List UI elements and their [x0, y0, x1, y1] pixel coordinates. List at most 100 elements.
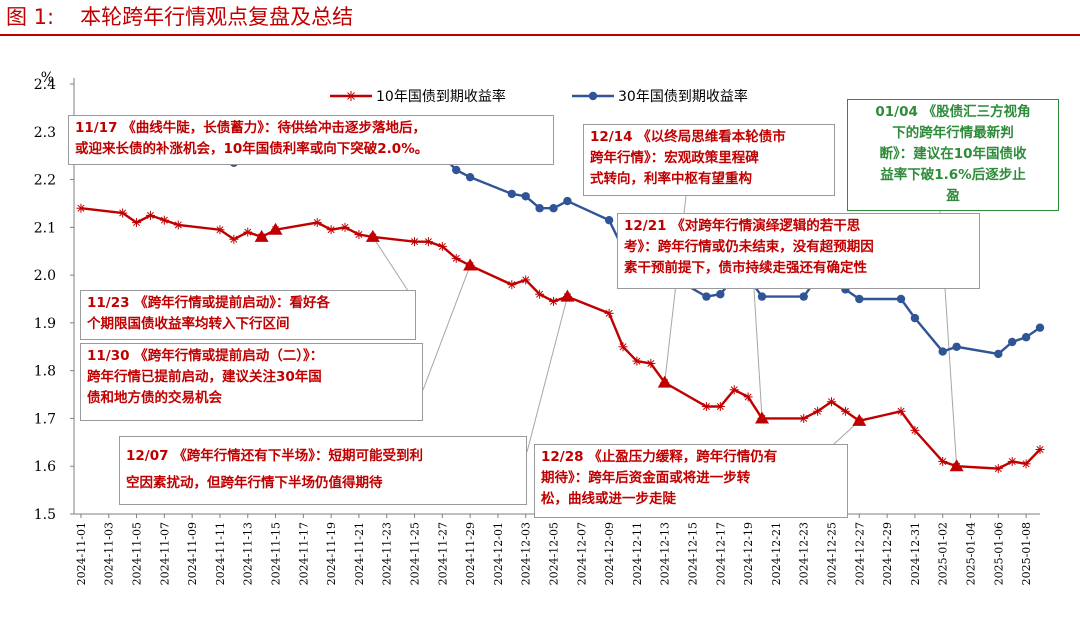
annotation-0104: 01/04 《股债汇三方视角 下的跨年行情最新判 断》：建议在10年国债收 益率… [847, 99, 1059, 211]
series-10y-highlight-marker [657, 375, 672, 388]
x-tick-label: 2024-11-07 [158, 522, 171, 585]
series-10y-point [993, 464, 1003, 474]
series-30y-point [452, 165, 461, 175]
x-tick-label: 2024-11-25 [409, 522, 422, 585]
annotation-1117: 11/17 《曲线牛陡，长债蓄力》：待供给冲击逐步落地后， 或迎来长债的补涨机会… [68, 115, 554, 165]
series-10y-point [340, 222, 350, 232]
series-30y-point [994, 349, 1003, 359]
annotation-connector [753, 288, 763, 419]
series-10y-point [799, 413, 809, 423]
x-tick-label: 2024-12-29 [881, 522, 894, 585]
series-30y-point [1035, 323, 1045, 332]
x-tick-label: 2024-12-23 [798, 522, 811, 585]
x-tick-label: 2024-11-01 [75, 522, 88, 585]
series-10y-point [618, 342, 628, 352]
annotation-1214: 12/14 《以终局思维看本轮债市 跨年行情》：宏观政策里程碑 式转向，利率中枢… [583, 124, 835, 196]
series-10y-point [938, 456, 948, 466]
series-10y-point [715, 402, 725, 411]
annotation-1130: 11/30 《跨年行情或提前启动（二）》： 跨年行情已提前启动，建议关注30年国… [80, 343, 423, 421]
series-10y-point [1021, 459, 1031, 469]
y-axis-unit: % [41, 70, 54, 86]
series-10y-point [646, 359, 656, 368]
series-30y-point [799, 292, 808, 301]
y-tick-label: 1.7 [34, 411, 56, 427]
series-10y-point [1035, 445, 1045, 454]
x-tick-label: 2024-11-03 [103, 522, 116, 585]
annotation-connector [526, 296, 568, 453]
x-tick-label: 2024-11-09 [186, 522, 199, 585]
series-10y-point [535, 289, 545, 299]
y-tick-label: 1.5 [34, 507, 56, 523]
series-30y-point [465, 172, 475, 182]
y-tick-label: 2.2 [34, 173, 56, 189]
x-tick-label: 2025-01-02 [937, 522, 950, 585]
x-tick-label: 2024-11-27 [436, 522, 449, 585]
annotation-1221: 12/21 《对跨年行情演绎逻辑的若干思 考》：跨年行情或仍未结束，没有超预期因… [617, 213, 980, 289]
y-tick-label: 1.8 [34, 364, 56, 380]
x-tick-label: 2024-12-25 [826, 522, 839, 585]
series-10y-highlight-marker [755, 411, 770, 424]
series-30y-point [563, 196, 572, 206]
series-10y-point [729, 385, 739, 395]
series-10y-point [410, 237, 420, 247]
figure-number: 图 1: [6, 5, 55, 29]
x-tick-label: 2024-11-11 [214, 522, 227, 585]
series-10y-point [118, 208, 128, 218]
series-10y-point [840, 406, 850, 416]
x-tick-label: 2025-01-04 [965, 522, 978, 585]
legend-10y-label: 10年国债到期收益率 [376, 88, 506, 105]
series-30y-point [952, 342, 961, 351]
series-30y-point [549, 204, 558, 213]
x-tick-label: 2024-12-13 [659, 522, 672, 585]
y-tick-label: 1.9 [34, 316, 56, 332]
series-10y-point [215, 225, 225, 235]
series-10y-point [354, 230, 364, 239]
y-tick-label: 2.4 [34, 77, 56, 93]
series-10y-point [76, 203, 86, 213]
series-30y-point [521, 192, 530, 201]
series-10y-point [743, 392, 753, 402]
x-tick-label: 2024-12-19 [742, 522, 755, 585]
series-10y-point [827, 397, 837, 407]
series-10y-point [451, 253, 461, 263]
x-tick-label: 2024-12-07 [575, 522, 588, 585]
figure-title-text: 本轮跨年行情观点复盘及总结 [80, 5, 354, 29]
x-tick-label: 2024-12-31 [909, 522, 922, 585]
x-tick-label: 2024-12-09 [603, 522, 616, 585]
series-10y-highlight-marker [949, 459, 964, 472]
series-10y-point [813, 406, 823, 416]
y-tick-label: 2.0 [34, 268, 56, 284]
x-tick-label: 2024-11-17 [297, 522, 310, 585]
x-tick-label: 2024-12-21 [770, 522, 783, 585]
x-tick-label: 2024-11-05 [131, 522, 144, 585]
series-10y-point [159, 215, 169, 225]
series-30y-point [757, 292, 767, 301]
series-30y-point [855, 294, 864, 304]
series-10y-point [145, 210, 155, 220]
series-10y-point [896, 406, 906, 416]
series-10y-point [229, 234, 239, 244]
series-10y-highlight-marker [365, 229, 380, 242]
x-tick-label: 2024-12-01 [492, 522, 505, 585]
x-tick-label: 2024-12-27 [853, 522, 866, 585]
series-10y-point [423, 237, 433, 247]
series-30y-point [896, 294, 906, 304]
annotation-1207: 12/07 《跨年行情还有下半场》：短期可能受到利 空因素扰动，但跨年行情下半场… [119, 436, 527, 505]
y-tick-label: 2.1 [34, 220, 56, 236]
figure-title: 图 1: 本轮跨年行情观点复盘及总结 [6, 2, 353, 32]
legend-10y-marker [346, 91, 356, 101]
series-10y-highlight-marker [463, 258, 478, 271]
series-10y-point [549, 296, 559, 306]
x-tick-label: 2024-11-29 [464, 522, 477, 585]
annotation-1123: 11/23 《跨年行情或提前启动》：看好各 个期限国债收益率均转入下行区间 [80, 290, 416, 340]
series-10y-point [173, 220, 183, 230]
annotation-connector [422, 265, 471, 391]
series-10y-point [507, 280, 517, 290]
x-tick-label: 2024-11-23 [381, 522, 394, 585]
series-10y-point [701, 402, 711, 411]
series-10y-highlight-marker [560, 289, 575, 302]
series-10y-point [521, 275, 531, 285]
series-30y-point [702, 292, 711, 301]
x-tick-label: 2024-12-17 [714, 522, 727, 585]
